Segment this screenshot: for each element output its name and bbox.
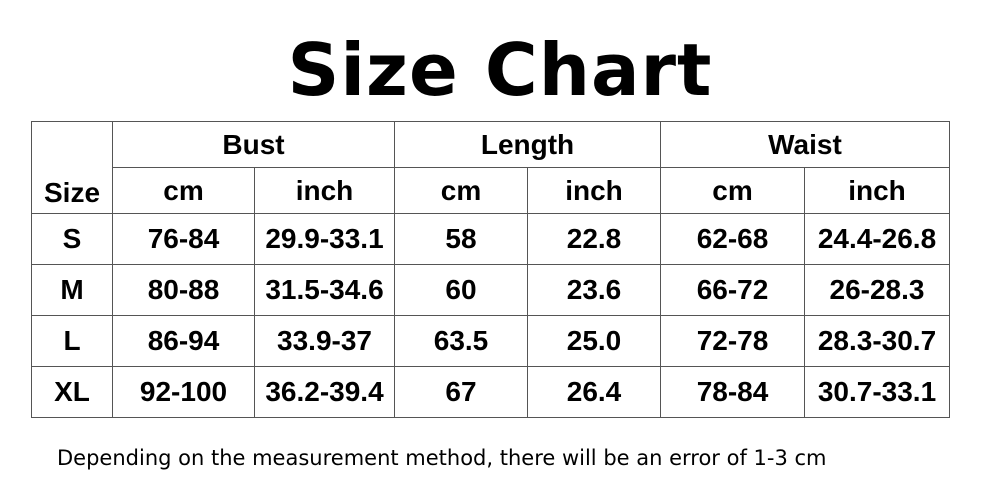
value-cell: 76-84 (112, 213, 255, 265)
value-cell: 60 (394, 264, 528, 316)
value-cell: 26.4 (527, 366, 661, 418)
size-cell: M (31, 264, 113, 316)
value-cell: 62-68 (660, 213, 805, 265)
unit-header: cm (112, 167, 255, 214)
value-cell: 63.5 (394, 315, 528, 367)
group-header-length: Length (394, 121, 661, 168)
value-cell: 67 (394, 366, 528, 418)
footnote: Depending on the measurement method, the… (57, 446, 827, 470)
value-cell: 80-88 (112, 264, 255, 316)
value-cell: 66-72 (660, 264, 805, 316)
table-row: S 76-84 29.9-33.1 58 22.8 62-68 24.4-26.8 (31, 213, 950, 265)
unit-header: cm (660, 167, 805, 214)
unit-header: cm (394, 167, 528, 214)
unit-header: inch (254, 167, 395, 214)
size-cell: S (31, 213, 113, 265)
value-cell: 72-78 (660, 315, 805, 367)
unit-header: inch (804, 167, 950, 214)
size-cell: L (31, 315, 113, 367)
group-header-waist: Waist (660, 121, 950, 168)
value-cell: 24.4-26.8 (804, 213, 950, 265)
group-header-bust: Bust (112, 121, 395, 168)
value-cell: 58 (394, 213, 528, 265)
unit-header: inch (527, 167, 661, 214)
value-cell: 31.5-34.6 (254, 264, 395, 316)
table-row: L 86-94 33.9-37 63.5 25.0 72-78 28.3-30.7 (31, 315, 950, 367)
value-cell: 33.9-37 (254, 315, 395, 367)
value-cell: 78-84 (660, 366, 805, 418)
table-row: M 80-88 31.5-34.6 60 23.6 66-72 26-28.3 (31, 264, 950, 316)
value-cell: 23.6 (527, 264, 661, 316)
group-header-row: Size Bust Length Waist (31, 121, 950, 214)
table-row: XL 92-100 36.2-39.4 67 26.4 78-84 30.7-33.1 (31, 366, 950, 418)
value-cell: 26-28.3 (804, 264, 950, 316)
value-cell: 92-100 (112, 366, 255, 418)
page-title: Size Chart (287, 28, 713, 112)
value-cell: 86-94 (112, 315, 255, 367)
value-cell: 29.9-33.1 (254, 213, 395, 265)
value-cell: 36.2-39.4 (254, 366, 395, 418)
size-table: Size Bust Length Waist cm inch cm inch c… (31, 121, 950, 418)
value-cell: 22.8 (527, 213, 661, 265)
size-header: Size (31, 121, 113, 214)
value-cell: 28.3-30.7 (804, 315, 950, 367)
unit-header-row: cm inch cm inch cm inch (32, 167, 950, 214)
value-cell: 25.0 (527, 315, 661, 367)
value-cell: 30.7-33.1 (804, 366, 950, 418)
size-cell: XL (31, 366, 113, 418)
